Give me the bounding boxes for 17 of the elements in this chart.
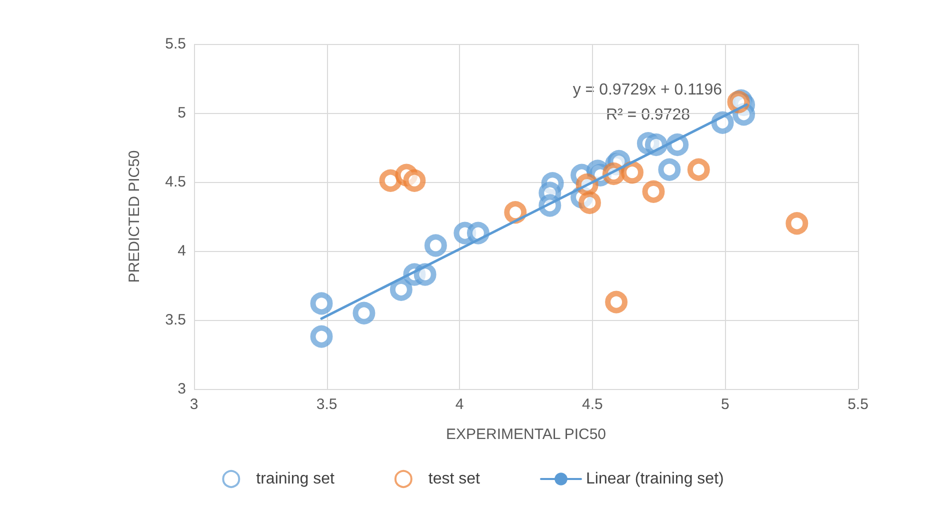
y-tick-label: 5 bbox=[178, 104, 186, 122]
x-axis-title: EXPERIMENTAL PIC50 bbox=[446, 426, 606, 443]
y-tick-label: 3 bbox=[178, 380, 186, 398]
x-tick-label: 5 bbox=[721, 396, 730, 413]
y-tick-label: 4.5 bbox=[165, 174, 186, 190]
x-tick-label: 4.5 bbox=[582, 396, 603, 413]
legend-label: training set bbox=[256, 470, 335, 488]
y-tick-label: 4 bbox=[178, 242, 186, 260]
legend-label: Linear (training set) bbox=[586, 470, 724, 488]
y-axis-title: PREDICTED PIC50 bbox=[126, 150, 143, 283]
legend-label: test set bbox=[428, 470, 481, 488]
y-tick-label: 3.5 bbox=[165, 312, 186, 328]
x-tick-label: 4 bbox=[455, 396, 464, 413]
y-tick-label: 5.5 bbox=[165, 36, 186, 52]
x-tick-label: 3 bbox=[190, 396, 198, 413]
x-tick-label: 5.5 bbox=[848, 396, 868, 413]
x-tick-label: 3.5 bbox=[316, 396, 338, 413]
